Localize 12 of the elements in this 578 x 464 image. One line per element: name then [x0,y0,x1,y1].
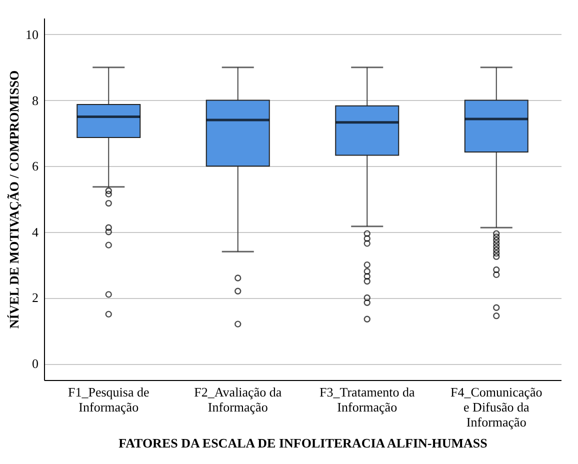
x-tick-label: F2_Avaliação da Informação [194,384,282,414]
y-tick-label: 4 [32,224,39,240]
y-tick-label: 8 [32,92,38,108]
y-tick-label: 2 [32,290,38,306]
x-tick-label: F4_Comunicação e Difusão da Informação [450,384,542,430]
x-axis-title: FATORES DA ESCALA DE INFOLITERACIA ALFIN-HUMASS [118,436,488,450]
y-tick-label: 6 [32,158,39,174]
x-tick-label: F3_Tratamento da Informação [320,384,415,414]
y-tick-label: 10 [26,26,38,42]
y-tick-label: 0 [32,356,38,372]
y-axis-title: NÍVEL DE MOTIVAÇÃO / COMPROMISSO [6,70,22,329]
x-tick-label: F1_Pesquisa de Informação [68,384,150,414]
